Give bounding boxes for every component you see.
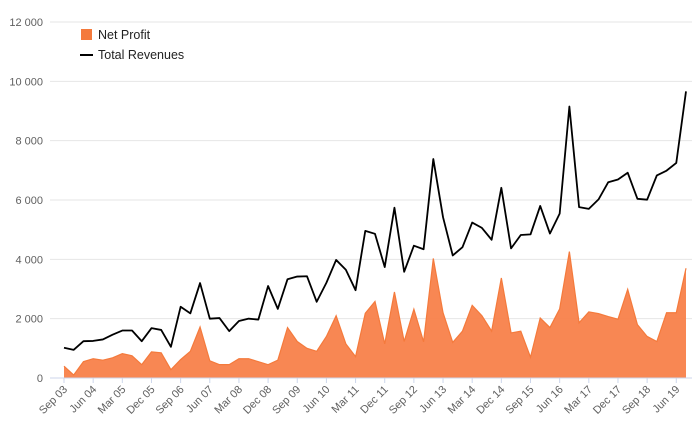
x-tick-label: Sep 12 — [387, 384, 420, 417]
x-tick-label: Dec 11 — [358, 384, 391, 417]
series-area-net-profit — [64, 251, 686, 378]
legend: Net Profit Total Revenues — [80, 28, 184, 62]
x-tick-label: Mar 17 — [562, 384, 595, 417]
legend-label-net-profit: Net Profit — [98, 28, 151, 42]
legend-label-total-revenues: Total Revenues — [98, 48, 184, 62]
gridlines — [50, 21, 692, 379]
y-tick-label: 6 000 — [15, 195, 43, 207]
series-layer — [63, 91, 687, 378]
x-tick-label: Jun 13 — [417, 384, 449, 416]
x-tick-label: Jun 07 — [184, 384, 216, 416]
x-tick-label: Mar 11 — [330, 384, 362, 416]
x-tick-label: Dec 05 — [124, 384, 157, 417]
legend-swatch-net-profit — [81, 29, 92, 40]
x-tick-label: Jun 16 — [534, 384, 566, 416]
y-tick-label: 0 — [37, 373, 43, 385]
y-axis: 0 2 000 4 000 6 000 8 000 10 000 12 000 — [9, 17, 43, 385]
legend-item-total-revenues[interactable]: Total Revenues — [80, 48, 184, 62]
y-tick-label: 12 000 — [9, 17, 43, 29]
x-tick-label: Sep 18 — [620, 384, 653, 417]
x-tick-label: Dec 17 — [591, 384, 624, 417]
x-tick-label: Jun 19 — [651, 384, 683, 416]
x-tick-label: Jun 10 — [301, 384, 333, 416]
x-tick-label: Mar 08 — [212, 384, 245, 417]
x-tick-label: Mar 14 — [446, 384, 479, 417]
x-tick-label: Mar 05 — [96, 384, 129, 417]
legend-item-net-profit[interactable]: Net Profit — [81, 28, 151, 42]
y-tick-label: 10 000 — [9, 76, 43, 88]
x-tick-label: Dec 14 — [474, 384, 507, 417]
x-tick-label: Sep 15 — [503, 384, 536, 417]
x-tick-label: Sep 06 — [154, 384, 187, 417]
x-tick-label: Sep 09 — [270, 384, 303, 417]
x-tick-label: Jun 04 — [67, 384, 99, 416]
series-edge-net-profit — [63, 251, 687, 376]
x-tick-label: Dec 08 — [241, 384, 274, 417]
y-tick-label: 8 000 — [15, 136, 43, 148]
y-tick-label: 2 000 — [15, 314, 43, 326]
y-tick-label: 4 000 — [15, 254, 43, 266]
series-line-total-revenues — [63, 91, 687, 351]
x-tick-label: Sep 03 — [37, 384, 70, 417]
